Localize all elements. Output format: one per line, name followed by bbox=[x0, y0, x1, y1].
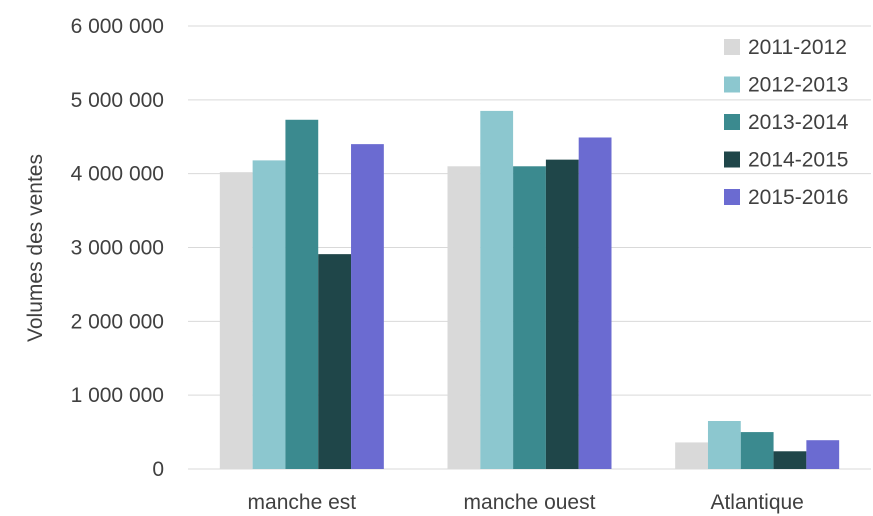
bar bbox=[675, 442, 708, 469]
legend-label: 2012-2013 bbox=[748, 74, 848, 97]
bar bbox=[707, 421, 741, 469]
legend-swatch bbox=[724, 39, 740, 55]
bar bbox=[740, 432, 774, 469]
x-axis-category-labels: manche est manche ouest Atlantique bbox=[248, 491, 804, 514]
y-tick-label: 2 000 000 bbox=[71, 310, 164, 333]
bar bbox=[545, 159, 579, 469]
y-axis-tick-labels: 0 1 000 000 2 000 000 3 000 000 4 000 000 5 0… bbox=[71, 15, 164, 481]
legend-swatch bbox=[724, 76, 740, 93]
bar bbox=[578, 137, 612, 469]
bar bbox=[806, 440, 840, 469]
x-category-label: Atlantique bbox=[710, 491, 803, 514]
y-tick-label: 6 000 000 bbox=[71, 15, 164, 38]
bar bbox=[513, 166, 546, 470]
y-axis-title: Volumes des ventes bbox=[24, 154, 47, 342]
bar bbox=[318, 254, 352, 469]
legend-item: 2015-2016 bbox=[724, 186, 848, 209]
bar bbox=[285, 119, 319, 469]
bar bbox=[447, 166, 481, 470]
x-category-label: manche est bbox=[248, 491, 357, 514]
bars bbox=[219, 110, 840, 470]
legend-label: 2014-2015 bbox=[748, 149, 848, 172]
x-category-label: manche ouest bbox=[464, 491, 596, 514]
legend-swatch bbox=[724, 151, 740, 168]
bar bbox=[219, 172, 253, 469]
legend-label: 2015-2016 bbox=[748, 186, 848, 209]
legend-swatch bbox=[724, 189, 740, 205]
legend-item: 2011-2012 bbox=[724, 36, 847, 59]
legend-label: 2013-2014 bbox=[748, 111, 849, 134]
bar bbox=[252, 160, 286, 470]
y-tick-label: 3 000 000 bbox=[71, 237, 164, 260]
legend-swatch bbox=[724, 114, 740, 130]
y-tick-label: 4 000 000 bbox=[71, 163, 164, 186]
legend-item: 2013-2014 bbox=[724, 111, 849, 134]
legend-item: 2014-2015 bbox=[724, 149, 848, 172]
bar bbox=[480, 110, 514, 470]
y-tick-label: 5 000 000 bbox=[71, 89, 164, 112]
legend: 2011-2012 2012-2013 2013-2014 2014-2015 2015… bbox=[724, 36, 849, 209]
bar bbox=[773, 451, 807, 469]
legend-label: 2011-2012 bbox=[748, 36, 847, 59]
legend-item: 2012-2013 bbox=[724, 74, 848, 97]
bar bbox=[351, 144, 384, 469]
y-tick-label: 0 bbox=[152, 458, 164, 481]
y-tick-label: 1 000 000 bbox=[71, 384, 164, 407]
